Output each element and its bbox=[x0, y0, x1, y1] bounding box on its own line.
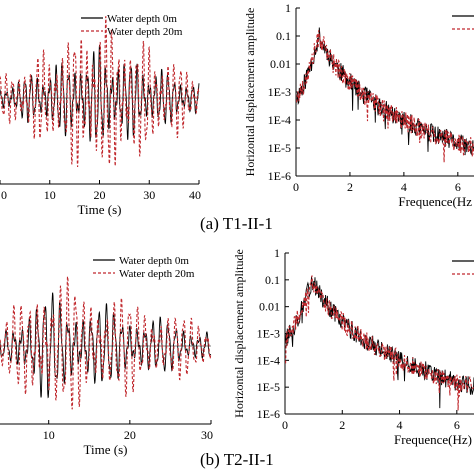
x-tick-label: 40 bbox=[189, 188, 201, 202]
y-tick-label: 1 bbox=[285, 1, 291, 15]
x-tick-label: 4 bbox=[401, 180, 407, 194]
y-tick-label: 0.01 bbox=[259, 300, 280, 314]
series-line bbox=[0, 275, 212, 410]
x-axis-label: Frequence(Hz) bbox=[394, 432, 472, 447]
series-line bbox=[295, 30, 474, 163]
x-tick-label: 30 bbox=[201, 428, 213, 442]
y-tick-label: 1E-6 bbox=[268, 169, 291, 183]
x-tick-label: 10 bbox=[44, 188, 56, 202]
legend-entry: Water depth 20m bbox=[107, 26, 183, 38]
series-line bbox=[0, 292, 212, 399]
series-line bbox=[285, 276, 474, 409]
y-tick-label: 1E-4 bbox=[268, 113, 291, 127]
y-tick-label: 0.1 bbox=[276, 29, 291, 43]
x-tick-label: 0 bbox=[293, 180, 299, 194]
y-axis-label: Horizontal displacement amplitude bbox=[232, 249, 246, 418]
x-tick-label: 0 bbox=[1, 188, 7, 202]
series-line bbox=[0, 16, 200, 168]
y-axis-label: Horizontal displacement amplitude bbox=[243, 8, 257, 177]
x-axis-label: Frequence(Hz bbox=[398, 194, 472, 209]
x-tick-label: 20 bbox=[124, 428, 136, 442]
a-spectrum-chart: 1E-6 1E-5 1E-4 1E-3 0.01 0.1 1 0 2 4 6Frequence(Hz… bbox=[243, 1, 474, 209]
series-line bbox=[285, 275, 474, 411]
x-tick-label: 2 bbox=[339, 418, 345, 432]
y-tick-label: 1E-5 bbox=[257, 380, 280, 394]
x-tick-label: 2 bbox=[347, 180, 353, 194]
x-tick-label: 20 bbox=[94, 188, 106, 202]
b-spectrum-chart: 1E-6 1E-5 1E-4 1E-3 0.01 0.1 1 0 2 4 6Frequence(Hz… bbox=[232, 246, 474, 447]
y-tick-label: 1E-3 bbox=[257, 327, 280, 341]
legend-entry: Water depth 0m bbox=[119, 255, 189, 267]
x-tick-label: 10 bbox=[43, 428, 55, 442]
y-tick-label: 1E-3 bbox=[268, 85, 291, 99]
caption-a: (a) T1-II-1 bbox=[200, 214, 273, 233]
x-tick-label: 0 bbox=[282, 418, 288, 432]
legend bbox=[452, 260, 474, 275]
y-tick-label: 0.1 bbox=[265, 273, 280, 287]
x-axis-label: Time (s) bbox=[84, 442, 128, 457]
legend-entry: Water depth 20m bbox=[119, 268, 195, 280]
legend bbox=[452, 15, 474, 30]
y-tick-label: 0.01 bbox=[270, 57, 291, 71]
x-tick-label: 30 bbox=[143, 188, 155, 202]
caption-b: (b) T2-II-1 bbox=[200, 450, 274, 469]
legend-entry: Water depth 0m bbox=[107, 13, 177, 25]
y-tick-label: 1E-6 bbox=[257, 407, 280, 421]
y-tick-label: 1E-5 bbox=[268, 141, 291, 155]
series-line bbox=[296, 27, 474, 156]
y-tick-label: 1 bbox=[274, 246, 280, 260]
y-tick-label: 1E-4 bbox=[257, 353, 280, 367]
x-axis-label: Time (s) bbox=[78, 202, 122, 217]
x-tick-label: 6 bbox=[455, 180, 461, 194]
x-tick-label: 6 bbox=[454, 418, 460, 432]
x-tick-label: 4 bbox=[397, 418, 403, 432]
